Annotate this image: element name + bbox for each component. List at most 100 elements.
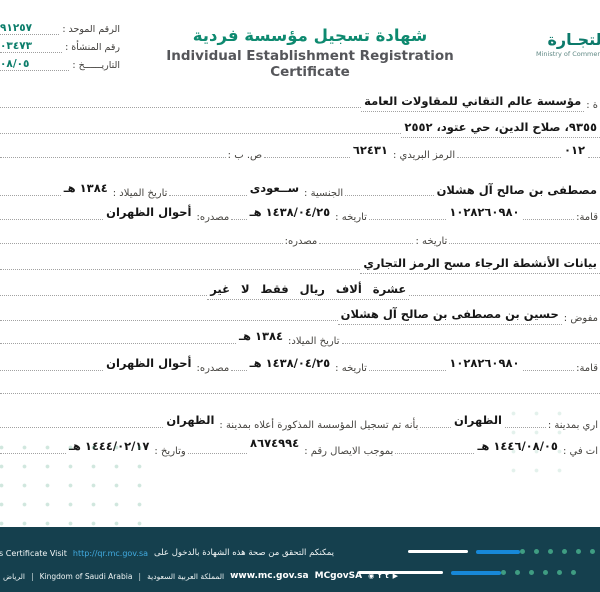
unified-number-label: الرقم الموحد : [62, 24, 120, 35]
birth-date-label: تاريخ الميلاد : [112, 188, 168, 199]
footer-decoration-row-1 [398, 549, 600, 554]
doc2-date-label: تاريخه : [415, 236, 448, 247]
iqama-label-fragment: قامة: [576, 212, 598, 223]
activities-note-value: بيانات الأنشطة الرجاء مسح الرمز التجاري [360, 256, 600, 274]
green-dot [562, 549, 567, 554]
green-dot [520, 549, 525, 554]
registry-office-label-fragment: اري بمدينة : [547, 420, 598, 431]
dotted-leader [0, 453, 66, 454]
postal-code-value: ٦٢٤٣١ [352, 143, 388, 157]
footer-info-line: الرياض | Kingdom of Saudi Arabia | الممل… [3, 571, 398, 581]
separator: | [138, 571, 142, 581]
address-value: ٩٣٥٥، صلاح الدين، حي عتود، ٢٥٥٢ [401, 120, 600, 138]
verify-text-english-fragment: is Certificate Visit [0, 548, 67, 558]
iqama-source-value: أحوال الظهران [106, 205, 192, 219]
dotted-leader [522, 370, 575, 371]
dotted-leader [588, 157, 600, 158]
dotted-leader [0, 393, 600, 394]
dotted-leader [264, 157, 350, 158]
dotted-leader [0, 370, 104, 371]
agent-birth-label: تاريخ الميلاد: [288, 336, 340, 347]
twitter-icon: t [385, 571, 389, 580]
dotted-leader [368, 219, 447, 220]
phone-value-fragment: ٠١٢ [563, 143, 585, 157]
dotted-leader [0, 295, 208, 296]
dotted-leader [0, 107, 362, 108]
dotted-leader [449, 243, 600, 244]
instagram-icon: ◉ [368, 571, 375, 580]
green-dot [529, 570, 534, 575]
green-dot [557, 570, 562, 575]
dotted-leader [368, 370, 447, 371]
establishment-number-row: رقم المنشأة : ٠٣٤٧٣ [0, 38, 120, 53]
secondary-document-row: تاريخه : مصدره: [0, 228, 600, 248]
dotted-leader [0, 343, 237, 344]
verify-link[interactable]: http://qr.mc.gov.sa [72, 548, 149, 558]
capital-row: عشرة ألاف ريال فقط لا غير [0, 278, 600, 300]
postal-code-label: الرمز البريدي : [392, 150, 456, 161]
receipt-row: ات في : ١٤٤٦/٠٨/٠٥ هـ بموجب الايصال رقم … [0, 434, 600, 458]
receipt-date-value: ١٤٤٤/٠٢/١٧ هـ [68, 439, 150, 453]
owner-iqama-row: قامة: ١٠٢٨٢٦٠٩٨٠ تاريخه : ١٤٣٨/٠٤/٢٥ هـ … [0, 202, 600, 224]
establishment-name-value: مؤسسة عالم التقاني للمقاولات العامة [361, 94, 585, 112]
nationality-value: ســعودى [249, 181, 300, 195]
establishment-number-value: ٠٣٤٧٣ [0, 40, 63, 53]
dotted-leader [341, 343, 600, 344]
date-value: ٠٨/٠٥ [0, 58, 70, 71]
owner-row: مصطفى بن صالح آل هشلان الجنسية : ســعودى… [0, 176, 600, 200]
agent-doc-source-value: أحوال الظهران [106, 356, 192, 370]
green-dot [543, 570, 548, 575]
unified-number-value: ٩١٢٥٧ [0, 22, 60, 35]
dotted-leader [187, 453, 248, 454]
capital-value: عشرة ألاف ريال فقط لا غير [207, 282, 410, 300]
establishment-name-label-fragment: ة : [586, 100, 598, 111]
agent-doc-source-label: مصدره: [196, 363, 230, 374]
title-block: شهادة تسجيل مؤسسة فردية Individual Estab… [130, 26, 490, 80]
registry-city-value: الظهران [454, 413, 502, 427]
verify-line: يمكنكم التحقق من صحة هذه الشهادة بالدخول… [0, 548, 334, 558]
green-dot [534, 549, 539, 554]
registered-statement-label: بأنه تم تسجيل المؤسسة المذكورة أعلاه بمد… [219, 420, 419, 431]
activities-row: بيانات الأنشطة الرجاء مسح الرمز التجاري [0, 252, 600, 274]
po-box-label: ص. ب : [227, 150, 263, 161]
footer-kingdom-english: Kingdom of Saudi Arabia [39, 571, 133, 581]
postal-row: ٠١٢ الرمز البريدي : ٦٢٤٣١ ص. ب : [0, 140, 600, 162]
footer: يمكنكم التحقق من صحة هذه الشهادة بالدخول… [0, 527, 600, 592]
certificate-title-english: Individual Establishment Registration Ce… [166, 48, 454, 80]
dotted-leader [0, 269, 361, 270]
doc2-source-label: مصدره: [284, 236, 318, 247]
social-icons: ◉ f t ▶ [368, 571, 399, 580]
dotted-leader [231, 370, 247, 371]
dotted-leader [169, 195, 247, 196]
dotted-leader [0, 219, 104, 220]
dotted-leader [0, 133, 402, 134]
green-dot [548, 549, 553, 554]
footer-social-handle: MCgovSA [314, 571, 363, 581]
empty-dotted-row [0, 388, 600, 398]
footer-decoration-row-2 [348, 570, 585, 575]
dotted-leader [0, 427, 164, 428]
agent-iqama-label-fragment: قامة: [576, 363, 598, 374]
dotted-leader [0, 195, 61, 196]
separator: | [30, 571, 34, 581]
agent-doc-date-value: ١٤٣٨/٠٤/٢٥ هـ [249, 356, 331, 370]
establishment-name-row: ة : مؤسسة عالم التقاني للمقاولات العامة [0, 88, 600, 112]
nationality-label: الجنسية : [304, 188, 344, 199]
expiry-label-fragment: ات في : [562, 446, 598, 457]
agent-name-value: حسين بن مصطفى بن صالح آل هشلان [337, 307, 562, 325]
registry-statement-row: اري بمدينة : الظهران بأنه تم تسجيل المؤس… [0, 408, 600, 432]
dotted-leader [420, 427, 452, 428]
iqama-date-value: ١٤٣٨/٠٤/٢٥ هـ [249, 205, 331, 219]
dotted-leader [409, 295, 600, 296]
blue-dash [476, 549, 520, 554]
iqama-date-label: تاريخه : [335, 212, 367, 223]
agent-birth-row: تاريخ الميلاد: ١٣٨٤ هـ [0, 328, 600, 348]
date-label: التاريــــــخ : [72, 60, 120, 71]
youtube-icon: ▶ [392, 571, 399, 580]
ministry-logo-english: Ministry of Commerce [536, 50, 600, 58]
registered-city-value: الظهران [166, 413, 215, 427]
dotted-leader [522, 219, 575, 220]
iqama-number-value: ١٠٢٨٢٦٠٩٨٠ [449, 205, 520, 219]
dotted-leader [0, 157, 226, 158]
